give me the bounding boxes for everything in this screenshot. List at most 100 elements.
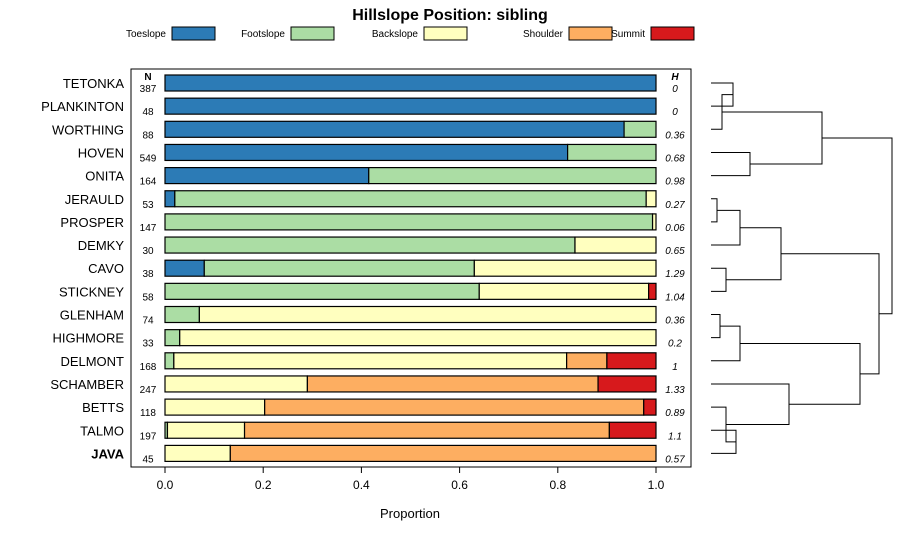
n-value-prosper: 147 (140, 223, 157, 234)
bar-betts-shoulder (264, 398, 645, 416)
bar-stickney-footslope (164, 282, 480, 300)
dendrogram-branch (822, 137, 893, 315)
bar-jerauld-footslope (174, 190, 647, 208)
h-value-schamber: 1.33 (665, 385, 685, 396)
n-value-cavo: 38 (142, 269, 154, 280)
bar-cavo-backslope (473, 259, 657, 277)
legend-swatch-footslope (290, 26, 335, 41)
chart-title: Hillslope Position: sibling (352, 7, 548, 24)
row-label-delmont: DELMONT (60, 354, 124, 369)
plot-frame (130, 68, 692, 468)
bar-hoven-toeslope (164, 143, 569, 162)
n-value-java: 45 (142, 454, 154, 465)
bar-demky-backslope (574, 236, 657, 254)
bar-plankinton-toeslope (164, 97, 657, 115)
dendrogram-branch (711, 314, 721, 339)
x-tick-label-0.8: 0.8 (549, 478, 566, 492)
x-axis-title: Proportion (380, 506, 440, 521)
bar-schamber-backslope (164, 375, 308, 393)
dendrogram-branch (711, 209, 741, 246)
bar-jerauld-toeslope (164, 190, 176, 208)
n-value-jerauld: 53 (142, 200, 154, 211)
bar-onita-toeslope (164, 167, 370, 185)
row-label-java: JAVA (91, 446, 124, 461)
bar-onita-footslope (368, 167, 657, 185)
h-value-stickney: 1.04 (665, 292, 685, 303)
bar-delmont-shoulder (566, 352, 608, 370)
bar-cavo-toeslope (164, 259, 205, 277)
bar-schamber-summit (597, 375, 657, 393)
bar-worthing-toeslope (164, 120, 625, 138)
bar-glenham-backslope (198, 305, 657, 324)
x-tick-label-0.6: 0.6 (451, 478, 468, 492)
h-value-worthing: 0.36 (665, 130, 685, 141)
row-label-talmo: TALMO (80, 423, 124, 438)
bar-jerauld-backslope (645, 190, 657, 208)
h-value-tetonka: 0 (672, 84, 678, 95)
h-value-hoven: 0.68 (665, 153, 685, 164)
dendrogram-branch (711, 383, 790, 425)
legend-swatch-toeslope (171, 26, 216, 41)
dendrogram-branch (781, 253, 880, 375)
row-label-schamber: SCHAMBER (50, 377, 124, 392)
legend-label-footslope: Footslope (241, 29, 285, 40)
x-tick-label-0.0: 0.0 (157, 478, 174, 492)
dendrogram (711, 82, 893, 454)
n-value-stickney: 58 (142, 292, 154, 303)
row-label-onita: ONITA (85, 169, 124, 184)
h-value-jerauld: 0.27 (665, 200, 685, 211)
dendrogram-branch (711, 267, 727, 292)
h-value-demky: 0.65 (665, 246, 685, 257)
legend-swatch-shoulder (568, 26, 613, 41)
bar-demky-footslope (164, 236, 576, 254)
bar-worthing-footslope (623, 120, 657, 138)
n-value-talmo: 197 (140, 431, 157, 442)
n-value-glenham: 74 (142, 316, 154, 327)
bar-delmont-backslope (173, 352, 568, 370)
dendrogram-branch (726, 227, 782, 281)
n-value-schamber: 247 (140, 385, 157, 396)
bar-hoven-footslope (567, 143, 657, 162)
row-label-cavo: CAVO (88, 261, 124, 276)
plot-area: N H TETONKA 387 0 PLANKINTON 48 0 WORTHING 88 0.36… (41, 68, 692, 492)
row-label-worthing: WORTHING (52, 122, 124, 137)
bar-glenham-footslope (164, 305, 200, 324)
bar-prosper-backslope (651, 213, 657, 231)
bar-schamber-shoulder (306, 375, 599, 393)
h-value-onita: 0.98 (665, 177, 685, 188)
dendrogram-branch (711, 151, 751, 177)
legend-label-toeslope: Toeslope (126, 29, 166, 40)
bar-highmore-backslope (179, 329, 657, 347)
bar-cavo-footslope (203, 259, 475, 277)
bar-talmo-shoulder (243, 421, 610, 439)
n-value-onita: 164 (140, 177, 157, 188)
legend-label-summit: Summit (611, 29, 645, 40)
bar-delmont-footslope (164, 352, 175, 370)
dendrogram-branch (711, 325, 741, 362)
row-label-highmore: HIGHMORE (53, 331, 125, 346)
legend: Toeslope Footslope Backslope Shoulder Summit (126, 26, 695, 41)
n-value-highmore: 33 (142, 339, 154, 350)
row-label-prosper: PROSPER (60, 215, 124, 230)
n-value-delmont: 168 (140, 362, 157, 373)
bar-betts-backslope (164, 398, 266, 416)
n-value-demky: 30 (142, 246, 154, 257)
row-label-hoven: HOVEN (78, 145, 124, 160)
bar-talmo-summit (608, 421, 657, 439)
row-label-glenham: GLENHAM (60, 308, 124, 323)
row-label-stickney: STICKNEY (59, 284, 124, 299)
n-value-betts: 118 (140, 408, 156, 419)
x-tick-label-0.4: 0.4 (353, 478, 370, 492)
bar-stickney-summit (648, 282, 657, 300)
n-value-plankinton: 48 (142, 107, 154, 118)
bar-betts-summit (643, 398, 657, 416)
n-column-header: N (144, 72, 151, 83)
x-tick-label-1.0: 1.0 (648, 478, 665, 492)
legend-swatch-backslope (423, 26, 468, 41)
row-label-tetonka: TETONKA (63, 76, 124, 91)
row-label-betts: BETTS (82, 400, 124, 415)
bar-java-shoulder (229, 444, 657, 462)
bar-tetonka-toeslope (164, 74, 657, 92)
dendrogram-branch (740, 342, 861, 405)
